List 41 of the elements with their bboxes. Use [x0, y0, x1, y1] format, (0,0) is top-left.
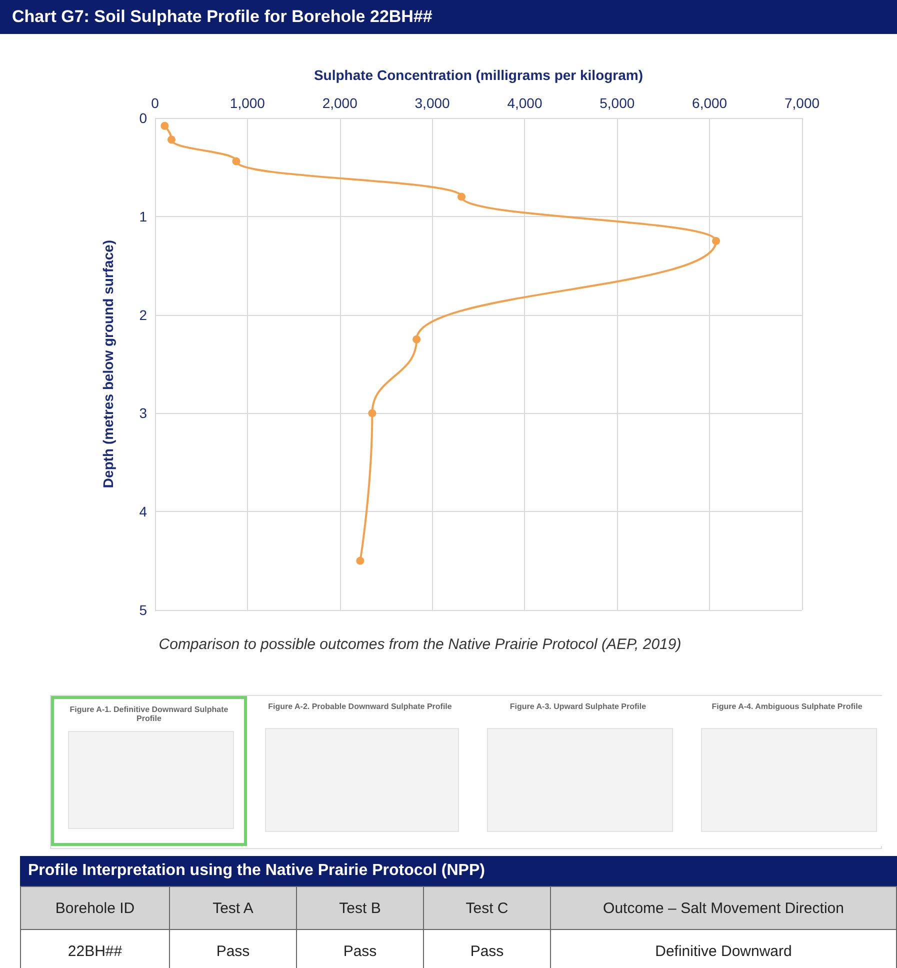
text: Figure A-3. Upward Sulphate Profile	[508, 701, 648, 711]
point	[458, 192, 466, 201]
y-tick-label: 3	[139, 405, 148, 422]
y-tick-label: 1	[139, 208, 148, 224]
x-tick-label: 0	[151, 95, 160, 111]
y-axis-title: Depth (metres below ground surface)	[100, 240, 116, 488]
y-tick-label: 2	[139, 306, 148, 323]
y-tick-label: 0	[139, 110, 148, 126]
point	[160, 122, 169, 130]
text: Test B	[296, 886, 424, 930]
y-tick-label: 5	[139, 602, 148, 618]
point	[167, 136, 176, 144]
text: Figure A-4. Ambiguous Sulphate Profile	[710, 701, 864, 711]
text: Comparison to possible outcomes from the Native Prairie Protocol (AEP, 2019)	[158, 636, 682, 653]
x-tick-label: 2,000	[322, 95, 358, 111]
text: Outcome – Salt Movement Direction	[550, 886, 896, 930]
y-tick-label: 4	[139, 504, 148, 520]
x-tick-label: 5,000	[600, 95, 635, 111]
text: Figure A-2. Probable Downward Sulphate Profile	[267, 701, 453, 711]
x-tick-label: 6,000	[692, 95, 728, 111]
x-tick-label: 7,000	[784, 95, 820, 111]
text: Profile Interpretation using the Native Prairie Protocol (NPP)	[20, 856, 897, 886]
point	[412, 335, 421, 344]
text: Borehole ID	[20, 886, 170, 930]
point	[368, 409, 376, 418]
x-tick-label: 1,000	[230, 95, 266, 111]
text: 22BH##	[20, 930, 170, 968]
x-tick-label: 4,000	[507, 95, 542, 111]
chart-title: Chart G7: Soil Sulphate Profile for Borehole 22BH##	[0, 0, 897, 34]
text: Pass	[296, 930, 424, 968]
point	[232, 157, 240, 166]
text: Pass	[424, 930, 550, 968]
point	[356, 556, 364, 565]
point	[712, 237, 720, 245]
text: Test A	[170, 886, 296, 930]
x-axis-title: Sulphate Concentration (milligrams per kilogram)	[314, 67, 644, 83]
text: Test C	[424, 886, 550, 930]
text: Pass	[170, 930, 296, 968]
text: Definitive Downward	[550, 930, 896, 968]
text: Figure A-1. Definitive Downward Sulphate Profile	[68, 704, 230, 723]
x-tick-label: 3,000	[414, 95, 450, 111]
